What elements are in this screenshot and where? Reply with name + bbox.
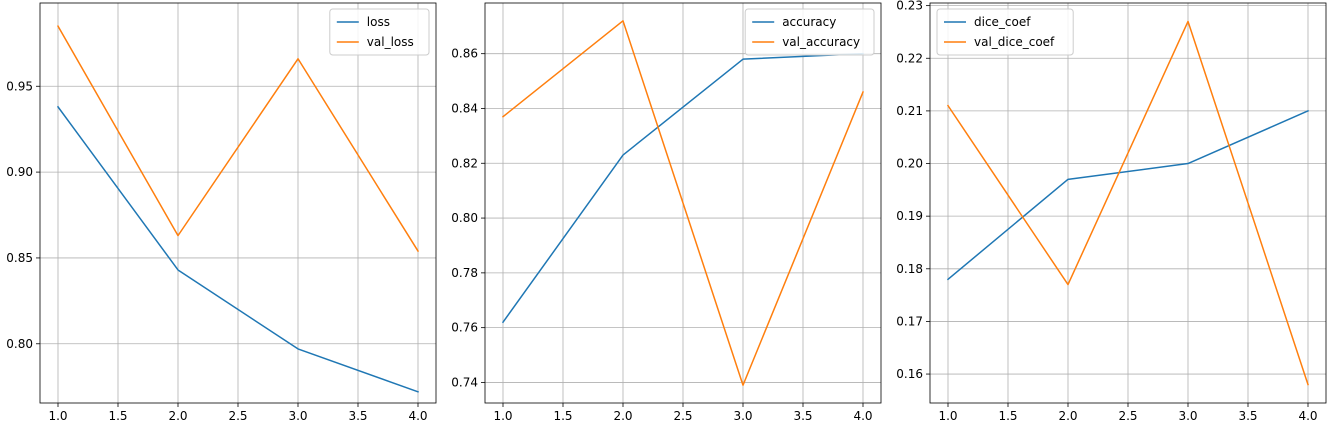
x-tick-label: 1.0 [938, 409, 957, 423]
x-tick-label: 3.0 [733, 409, 752, 423]
y-tick-label: 0.22 [896, 51, 923, 65]
y-tick-label: 0.17 [896, 314, 923, 328]
legend-label-accuracy: accuracy [782, 15, 836, 29]
y-tick-label: 0.95 [6, 79, 33, 93]
legend-label-val-accuracy: val_accuracy [782, 35, 860, 49]
chart-panel-dice: 1.0 1.5 2.0 2.5 3.0 3.5 4.0 0.16 0.17 0.18 0.19 0.2… [896, 0, 1327, 423]
legend-label-val-dice-coef: val_dice_coef [974, 35, 1055, 49]
legend-label-val-loss: val_loss [367, 35, 414, 49]
x-tick-label: 1.5 [108, 409, 127, 423]
y-tick-label: 0.20 [896, 157, 923, 171]
series-line-accuracy [501, 52, 864, 324]
x-tick-label: 3.5 [793, 409, 812, 423]
y-tick-label: 0.82 [451, 156, 478, 170]
x-tick-label: 3.5 [1238, 409, 1257, 423]
x-tick-label: 1.5 [998, 409, 1017, 423]
y-tick-label: 0.86 [451, 47, 478, 61]
series-line-val-accuracy [501, 20, 864, 386]
legend-box [936, 8, 1074, 56]
x-tick-label: 4.0 [853, 409, 872, 423]
x-tick-label: 2.5 [673, 409, 692, 423]
x-tick-label: 3.0 [1178, 409, 1197, 423]
x-tick-label: 3.5 [348, 409, 367, 423]
y-tick-label: 0.16 [896, 367, 923, 381]
x-tick-label: 1.0 [493, 409, 512, 423]
y-tick-label: 0.78 [451, 266, 478, 280]
x-tick-label: 4.0 [1298, 409, 1317, 423]
y-tick-label: 0.74 [451, 375, 478, 389]
y-tick-label: 0.21 [896, 104, 923, 118]
x-tick-label: 1.0 [48, 409, 67, 423]
x-tick-label: 1.5 [553, 409, 572, 423]
legend: dice_coef val_dice_coef [936, 8, 1074, 56]
y-tick-label: 0.76 [451, 321, 478, 335]
legend-box [744, 8, 875, 56]
x-tick-label: 2.5 [228, 409, 247, 423]
x-tick-label: 4.0 [408, 409, 427, 423]
legend: accuracy val_accuracy [744, 8, 875, 56]
legend-box [329, 8, 430, 56]
series-line-dice-coef [946, 109, 1309, 281]
x-tick-label: 2.5 [1118, 409, 1137, 423]
chart-panel-accuracy: 1.0 1.5 2.0 2.5 3.0 3.5 4.0 0.74 0.76 0.78 0.80 0.8… [451, 2, 882, 423]
legend-label-loss: loss [367, 15, 390, 29]
x-tick-label: 2.0 [168, 409, 187, 423]
chart-panel-loss: 1.0 1.5 2.0 2.5 3.0 3.5 4.0 0.80 0.85 0.90 0.95 los… [6, 2, 437, 423]
x-tick-label: 3.0 [288, 409, 307, 423]
x-tick-label: 2.0 [613, 409, 632, 423]
y-tick-label: 0.84 [451, 101, 478, 115]
y-tick-label: 0.80 [451, 211, 478, 225]
legend-label-dice-coef: dice_coef [974, 15, 1031, 29]
y-tick-label: 0.90 [6, 165, 33, 179]
series-line-loss [56, 105, 419, 393]
y-tick-label: 0.80 [6, 337, 33, 351]
series-line-val-loss [56, 25, 420, 253]
y-tick-label: 0.85 [6, 251, 33, 265]
y-tick-label: 0.18 [896, 262, 923, 276]
x-tick-label: 2.0 [1058, 409, 1077, 423]
legend: loss val_loss [329, 8, 430, 56]
y-tick-label: 0.23 [896, 0, 923, 13]
series-line-val-dice-coef [946, 20, 1309, 386]
y-tick-label: 0.19 [896, 209, 923, 223]
